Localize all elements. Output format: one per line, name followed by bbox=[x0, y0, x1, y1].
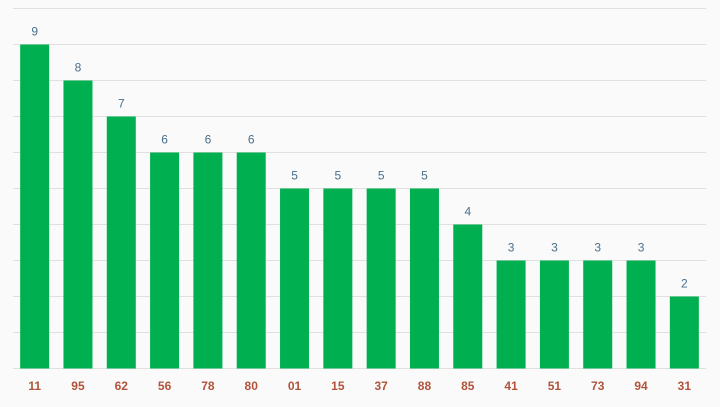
bar-11 bbox=[20, 44, 50, 369]
value-label-62: 7 bbox=[118, 97, 125, 111]
value-label-11: 9 bbox=[31, 25, 38, 39]
category-label-85: 85 bbox=[461, 379, 475, 393]
value-label-94: 3 bbox=[638, 241, 645, 255]
value-label-88: 5 bbox=[421, 169, 428, 183]
bar-15 bbox=[323, 188, 353, 369]
value-label-31: 2 bbox=[681, 277, 688, 291]
value-labels: 9 8 7 6 6 6 5 5 5 5 4 3 3 3 3 2 bbox=[31, 25, 688, 291]
category-label-41: 41 bbox=[504, 379, 518, 393]
bar-73 bbox=[583, 260, 613, 369]
value-label-85: 4 bbox=[464, 205, 471, 219]
bar-31 bbox=[669, 296, 699, 369]
category-label-01: 01 bbox=[288, 379, 302, 393]
bar-01 bbox=[280, 188, 310, 369]
value-label-78: 6 bbox=[205, 133, 212, 147]
category-label-62: 62 bbox=[115, 379, 129, 393]
bar-88 bbox=[409, 188, 439, 369]
bar-41 bbox=[496, 260, 526, 369]
category-label-88: 88 bbox=[418, 379, 432, 393]
category-label-56: 56 bbox=[158, 379, 172, 393]
bar-56 bbox=[150, 152, 180, 369]
category-label-31: 31 bbox=[678, 379, 692, 393]
value-label-41: 3 bbox=[508, 241, 515, 255]
value-label-80: 6 bbox=[248, 133, 255, 147]
bars bbox=[20, 44, 699, 369]
bar-85 bbox=[453, 224, 483, 369]
value-label-95: 8 bbox=[75, 61, 82, 75]
value-label-15: 5 bbox=[335, 169, 342, 183]
category-labels: 11 95 62 56 78 80 01 15 37 88 85 41 51 73 94 31 bbox=[28, 379, 691, 393]
category-label-15: 15 bbox=[331, 379, 345, 393]
category-label-37: 37 bbox=[374, 379, 388, 393]
bar-37 bbox=[366, 188, 396, 369]
bar-94 bbox=[626, 260, 656, 369]
bar-95 bbox=[63, 80, 93, 369]
category-label-80: 80 bbox=[245, 379, 259, 393]
category-label-73: 73 bbox=[591, 379, 605, 393]
category-label-94: 94 bbox=[634, 379, 648, 393]
bar-78 bbox=[193, 152, 223, 369]
value-label-01: 5 bbox=[291, 169, 298, 183]
category-label-11: 11 bbox=[28, 379, 41, 393]
category-label-78: 78 bbox=[201, 379, 215, 393]
category-label-51: 51 bbox=[548, 379, 562, 393]
bar-62 bbox=[106, 116, 136, 369]
value-label-73: 3 bbox=[594, 241, 601, 255]
category-label-95: 95 bbox=[71, 379, 85, 393]
bar-80 bbox=[236, 152, 266, 369]
value-label-56: 6 bbox=[161, 133, 168, 147]
bar-51 bbox=[539, 260, 569, 369]
value-label-37: 5 bbox=[378, 169, 385, 183]
value-label-51: 3 bbox=[551, 241, 558, 255]
